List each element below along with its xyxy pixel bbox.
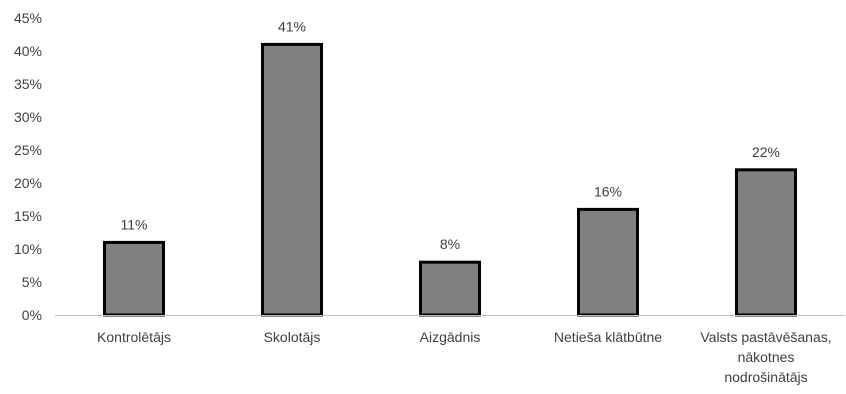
- bar: [419, 260, 481, 317]
- x-tick-label-line: nākotnes: [738, 349, 795, 365]
- bar: [735, 168, 797, 317]
- x-tick-label-line: Netieša klātbūtne: [554, 329, 662, 345]
- y-tick-label: 45%: [14, 10, 42, 26]
- y-tick-label: 0%: [22, 307, 42, 323]
- y-tick-label: 35%: [14, 76, 42, 92]
- y-tick-label: 25%: [14, 142, 42, 158]
- data-label: 22%: [752, 144, 780, 160]
- x-tick-label: Valsts pastāvēšanas, nākotnes nodrošinātāj…: [700, 329, 831, 385]
- y-tick-label: 30%: [14, 109, 42, 125]
- data-label: 16%: [594, 183, 622, 199]
- bar: [577, 207, 639, 317]
- x-tick-label-line: nodrošinātājs: [724, 369, 807, 385]
- x-tick-label-line: Kontrolētājs: [97, 329, 171, 345]
- x-tick-label: Kontrolētājs: [97, 329, 171, 345]
- y-tick-label: 5%: [22, 274, 42, 290]
- y-axis: 0% 5% 10% 15% 20% 25% 30% 35% 40% 45%: [14, 10, 42, 323]
- data-label: 8%: [440, 236, 460, 252]
- y-tick-label: 15%: [14, 208, 42, 224]
- data-labels-group: 11% 41% 8% 16% 22%: [121, 18, 781, 252]
- x-tick-label: Netieša klātbūtne: [554, 329, 662, 345]
- x-tick-label: Skolotājs: [264, 329, 321, 345]
- x-tick-label-line: Skolotājs: [264, 329, 321, 345]
- y-tick-label: 10%: [14, 241, 42, 257]
- x-tick-label: Aizgādnis: [420, 329, 481, 345]
- y-tick-label: 20%: [14, 175, 42, 191]
- bars-group: [103, 42, 797, 317]
- data-label: 11%: [121, 216, 148, 232]
- x-tick-label-line: Valsts pastāvēšanas,: [700, 329, 831, 345]
- data-label: 41%: [278, 18, 306, 34]
- bar: [103, 240, 165, 317]
- x-axis: Kontrolētājs Skolotājs Aizgādnis Netieša kl…: [97, 329, 832, 385]
- bar: [261, 42, 323, 317]
- y-tick-label: 40%: [14, 43, 42, 59]
- x-tick-label-line: Aizgādnis: [420, 329, 481, 345]
